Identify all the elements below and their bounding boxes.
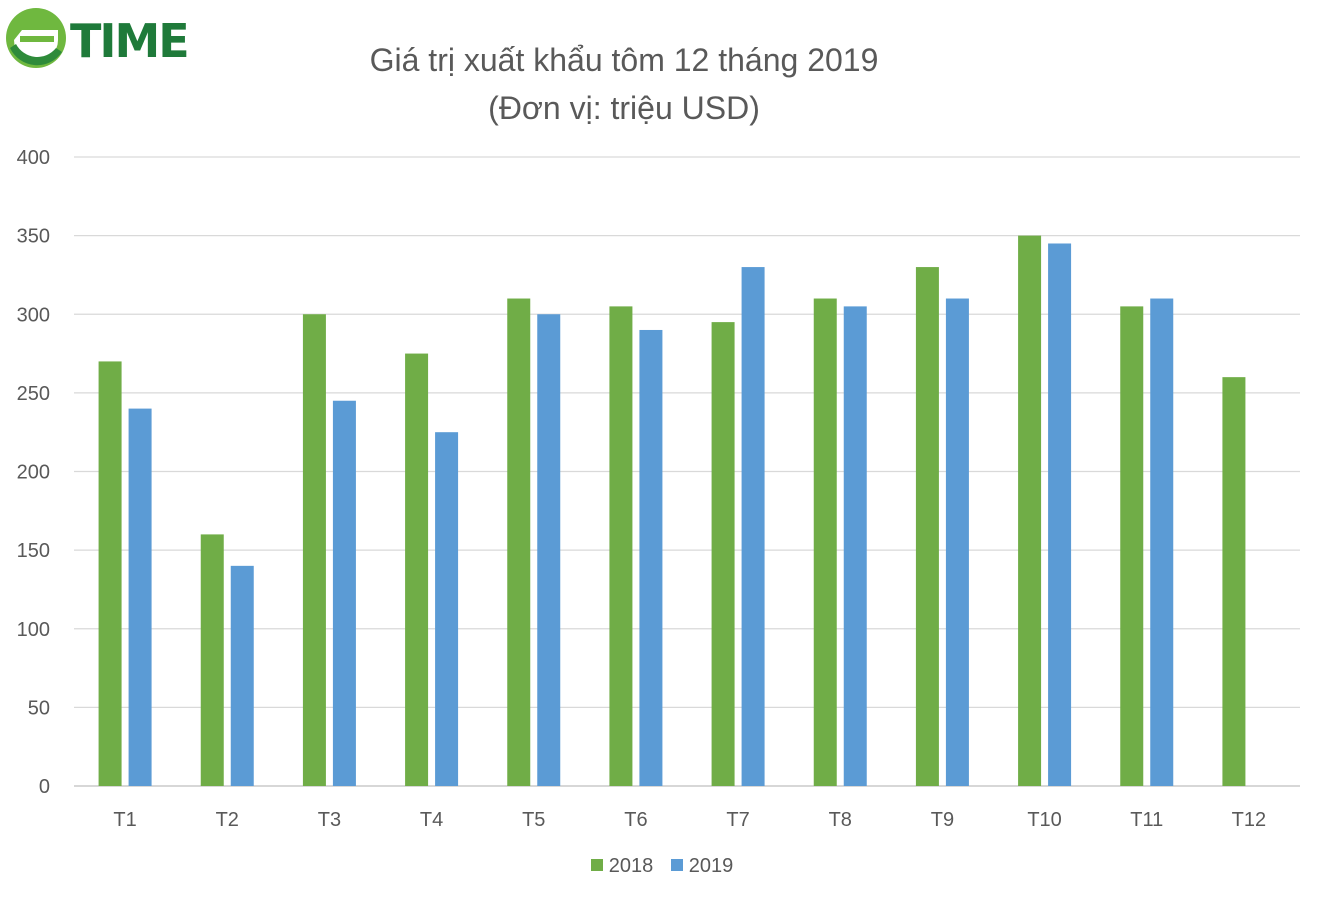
legend-swatch-2019 — [670, 859, 683, 871]
y-tick-label: 250 — [17, 383, 50, 405]
x-tick-label: T9 — [931, 809, 954, 831]
bar-2019-T11 — [1150, 298, 1174, 786]
bar-2018-T2 — [200, 534, 224, 786]
y-tick-label: 400 — [17, 147, 50, 169]
bar-2019-T7 — [741, 267, 765, 786]
bar-2019-T10 — [1048, 243, 1072, 787]
etime-logo — [6, 8, 66, 68]
bar-2019-T9 — [945, 298, 969, 786]
y-tick-label: 50 — [28, 697, 50, 719]
legend-label-2018: 2018 — [608, 855, 654, 877]
bar-2018-T11 — [1120, 306, 1144, 786]
bar-2018-T10 — [1018, 235, 1042, 786]
bar-2018-T3 — [302, 314, 326, 786]
bar-2018-T12 — [1222, 377, 1246, 786]
bar-2018-T7 — [711, 322, 735, 786]
x-tick-label: T10 — [1027, 809, 1061, 831]
logo-wordmark: TIME — [70, 14, 190, 68]
bar-2018-T9 — [915, 267, 939, 786]
x-tick-label: T2 — [216, 809, 239, 831]
chart-title: Giá trị xuất khẩu tôm 12 tháng 2019 — [369, 42, 879, 78]
bar-2018-T4 — [405, 353, 429, 786]
x-tick-label: T1 — [113, 809, 136, 831]
y-tick-label: 0 — [39, 776, 50, 798]
chart-subtitle: (Đơn vị: triệu USD) — [488, 90, 760, 126]
y-tick-label: 100 — [17, 619, 50, 641]
y-tick-label: 350 — [17, 226, 50, 248]
x-tick-label: T4 — [420, 809, 443, 831]
y-tick-label: 150 — [17, 540, 50, 562]
bar-2019-T6 — [639, 329, 663, 786]
bar-2018-T8 — [813, 298, 837, 786]
legend-label-2019: 2019 — [688, 855, 734, 877]
x-tick-label: T6 — [624, 809, 647, 831]
legend-item-2019: 2019 — [670, 855, 734, 878]
x-tick-label: T5 — [522, 809, 545, 831]
x-tick-label: T3 — [318, 809, 341, 831]
x-tick-label: T12 — [1232, 809, 1266, 831]
y-tick-label: 300 — [17, 304, 50, 326]
y-tick-label: 200 — [17, 462, 50, 484]
bar-2018-T5 — [507, 298, 531, 786]
x-tick-label: T8 — [829, 809, 852, 831]
bar-2019-T1 — [128, 408, 152, 786]
legend-item-2018: 2018 — [590, 855, 654, 878]
bar-2019-T3 — [332, 400, 356, 786]
bar-2019-T5 — [537, 314, 561, 786]
bar-2018-T1 — [98, 361, 122, 786]
bar-2019-T8 — [843, 306, 867, 786]
chart-legend: 2018 2019 — [0, 855, 1324, 878]
legend-swatch-2018 — [590, 859, 603, 871]
bar-2019-T4 — [435, 432, 459, 786]
bar-2018-T6 — [609, 306, 633, 786]
bar-2019-T2 — [230, 565, 254, 786]
x-tick-label: T11 — [1130, 809, 1163, 831]
x-tick-label: T7 — [726, 809, 749, 831]
